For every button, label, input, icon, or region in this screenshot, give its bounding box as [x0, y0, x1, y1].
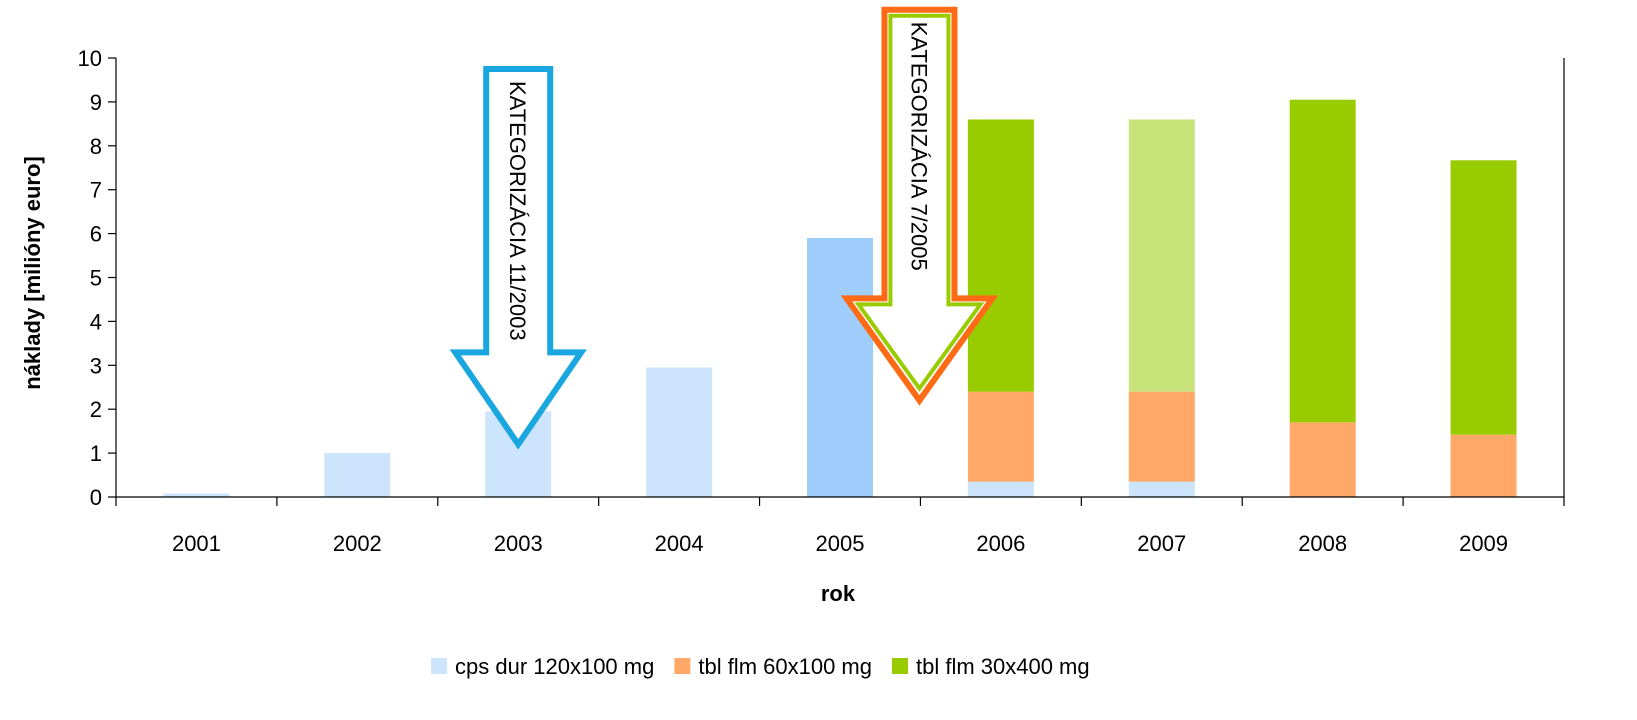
y-tick-label: 1	[90, 441, 102, 466]
x-tick-label: 2001	[172, 531, 221, 556]
x-tick-label: 2004	[655, 531, 704, 556]
y-tick-label: 5	[90, 266, 102, 291]
bar-2007-series-1	[1128, 481, 1195, 497]
y-tick-label: 2	[90, 397, 102, 422]
annotation-arrow-inner-outline	[854, 13, 985, 392]
x-axis-title: rok	[821, 581, 856, 606]
y-tick-label: 8	[90, 134, 102, 159]
x-tick-label: 2002	[333, 531, 382, 556]
bar-2006-series-3	[967, 119, 1034, 392]
x-tick-label: 2006	[976, 531, 1025, 556]
annotation-label: KATEGORIZÁCIA 7/2005	[906, 22, 931, 271]
legend-label-3: tbl flm 30x400 mg	[916, 654, 1090, 679]
annotation-label: KATEGORIZÁCIA 11/2003	[505, 81, 530, 341]
bar-2005-series-1	[807, 237, 873, 498]
y-tick-label: 7	[90, 178, 102, 203]
axes-layer: 0 1 2 3 4 5 6 7 8 9 10 2001 2002 2003 2004 2005 2006 2007…	[78, 46, 1565, 556]
bar-2007-series-2	[1128, 391, 1195, 482]
bar-2008-series-2	[1289, 422, 1356, 497]
legend-swatch-3	[891, 658, 908, 674]
bar-2006-series-2	[967, 391, 1034, 482]
x-tick-label: 2005	[816, 531, 865, 556]
bar-2007-series-3	[1128, 119, 1195, 392]
x-tick-label: 2007	[1137, 531, 1186, 556]
y-axis-title: náklady [milióny euro]	[20, 156, 45, 390]
x-tick-label: 2009	[1459, 531, 1508, 556]
y-tick-label: 10	[78, 46, 102, 71]
annotation-arrow-1	[449, 65, 587, 450]
annotations-layer: KATEGORIZÁCIA 11/2003 KATEGORIZÁCIA 7/200…	[449, 6, 999, 450]
legend-swatch-2	[674, 658, 691, 674]
bar-2006-series-1	[967, 481, 1034, 497]
bar-2001-series-1	[163, 493, 230, 497]
bar-2008-series-3	[1289, 99, 1356, 423]
x-tick-label: 2003	[494, 531, 543, 556]
bar-2002-series-1	[324, 453, 391, 497]
y-tick-label: 3	[90, 353, 102, 378]
bar-2004-series-1	[646, 367, 713, 497]
legend: cps dur 120x100 mg tbl flm 60x100 mg tbl f…	[431, 654, 1090, 679]
x-tick-label: 2008	[1298, 531, 1347, 556]
bar-2009-series-3	[1450, 160, 1517, 435]
y-tick-label: 4	[90, 309, 102, 334]
y-tick-label: 0	[90, 485, 102, 510]
legend-label-2: tbl flm 60x100 mg	[698, 654, 872, 679]
legend-label-1: cps dur 120x100 mg	[455, 654, 654, 679]
legend-swatch-1	[431, 658, 447, 674]
bars-layer	[163, 99, 1517, 498]
bar-2009-series-2	[1450, 434, 1517, 497]
y-tick-label: 6	[90, 222, 102, 247]
y-tick-label: 9	[90, 90, 102, 115]
